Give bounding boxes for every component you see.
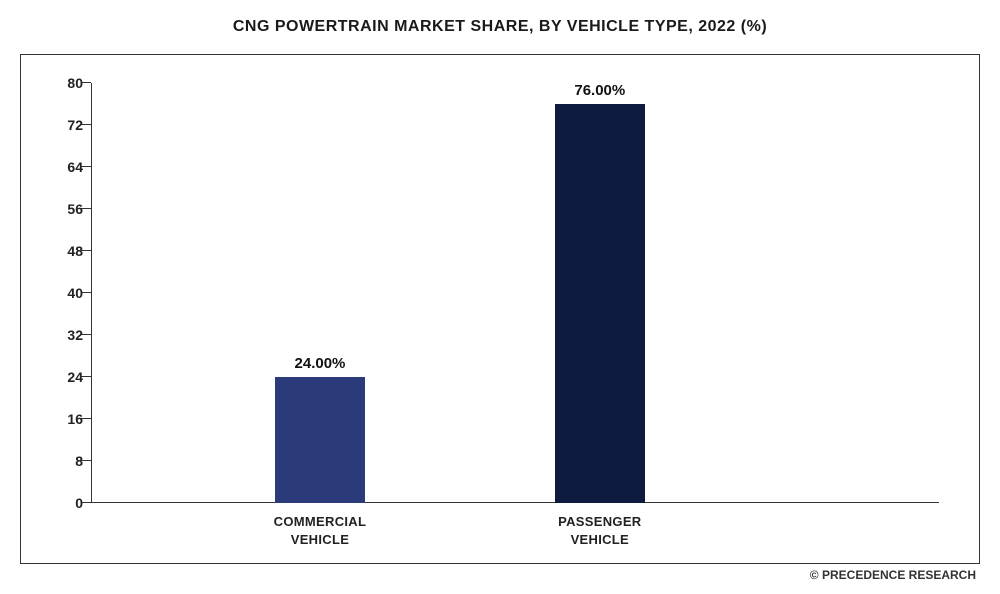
- bar: 24.00%: [275, 377, 365, 503]
- bar-value-label: 76.00%: [574, 82, 625, 99]
- y-tick-label: 72: [43, 117, 83, 133]
- y-tick-label: 0: [43, 495, 83, 511]
- y-tick-label: 24: [43, 369, 83, 385]
- x-axis: [91, 502, 939, 503]
- bar: 76.00%: [555, 104, 645, 503]
- y-tick-label: 8: [43, 453, 83, 469]
- bar-value-label: 24.00%: [295, 355, 346, 372]
- x-category-label: PASSENGERVEHICLE: [558, 513, 641, 548]
- y-tick-label: 48: [43, 243, 83, 259]
- chart-frame: 0 8 16 24 32 40 48 56 64 72 80 24.00% COMMERCIALVEHI…: [20, 54, 980, 564]
- footer-credit: © PRECEDENCE RESEARCH: [20, 568, 980, 582]
- plot-area: 0816243240485664728024.00%COMMERCIALVEHI…: [91, 83, 939, 503]
- y-tick-label: 64: [43, 159, 83, 175]
- y-tick-label: 40: [43, 285, 83, 301]
- chart-title: CNG POWERTRAIN MARKET SHARE, BY VEHICLE …: [20, 18, 980, 36]
- y-tick-label: 56: [43, 201, 83, 217]
- chart-container: CNG POWERTRAIN MARKET SHARE, BY VEHICLE …: [0, 0, 1000, 594]
- x-category-label: COMMERCIALVEHICLE: [274, 513, 367, 548]
- y-tick-label: 16: [43, 411, 83, 427]
- y-axis: [91, 83, 92, 503]
- y-tick-label: 32: [43, 327, 83, 343]
- y-tick-label: 80: [43, 75, 83, 91]
